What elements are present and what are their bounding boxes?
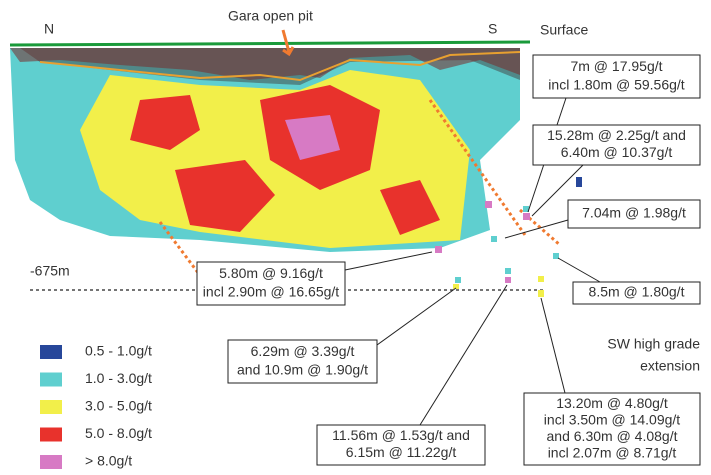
callout-text: and 6.30m @ 4.08g/t	[547, 428, 678, 444]
zone-label: extension	[640, 358, 700, 374]
callout-text: incl 2.90m @ 16.65g/t	[203, 283, 340, 299]
south-label: S	[488, 21, 497, 37]
callout-text: 8.5m @ 1.80g/t	[589, 284, 685, 300]
callout-text: 7.04m @ 1.98g/t	[582, 205, 686, 221]
legend-swatch	[40, 345, 62, 359]
legend-swatch	[40, 400, 62, 414]
surface-line	[10, 42, 530, 45]
callout-text: 6.15m @ 11.22g/t	[346, 444, 457, 460]
leader-line	[377, 288, 456, 345]
pit-label: Gara open pit	[228, 8, 313, 24]
legend-label: 0.5 - 1.0g/t	[85, 343, 152, 359]
section-diagram: N S Surface Gara open pit -675m SW high …	[0, 0, 711, 475]
callout-text: and 10.9m @ 1.90g/t	[237, 361, 368, 377]
callout-text: incl 3.50m @ 14.09g/t	[544, 411, 681, 427]
leader-line	[345, 252, 432, 270]
callout-text: 6.29m @ 3.39g/t	[251, 343, 355, 359]
depth-label: -675m	[30, 263, 70, 279]
callout-text: 11.56m @ 1.53g/t and	[332, 427, 470, 443]
legend-label: 3.0 - 5.0g/t	[85, 398, 152, 414]
block-model	[10, 48, 560, 282]
surface-label: Surface	[540, 22, 588, 38]
legend-label: 1.0 - 3.0g/t	[85, 370, 152, 386]
legend-swatch	[40, 373, 62, 387]
north-label: N	[44, 21, 54, 37]
leader-line	[541, 298, 565, 393]
callout-text: 7m @ 17.95g/t	[570, 58, 662, 74]
callout-text: incl 2.07m @ 8.71g/t	[548, 444, 677, 460]
callout-text: 15.28m @ 2.25g/t and	[547, 127, 686, 143]
legend-label: > 8.0g/t	[85, 453, 132, 469]
callout-text: incl 1.80m @ 59.56g/t	[548, 76, 685, 92]
zone-label: SW high grade	[607, 336, 700, 352]
legend-swatch	[40, 428, 62, 442]
legend-swatch	[40, 455, 62, 469]
callout-text: 6.40m @ 10.37g/t	[561, 144, 673, 160]
legend-label: 5.0 - 8.0g/t	[85, 425, 152, 441]
leader-line	[420, 285, 507, 425]
callout-text: 13.20m @ 4.80g/t	[556, 395, 668, 411]
leader-line	[558, 258, 600, 282]
callout-text: 5.80m @ 9.16g/t	[219, 265, 323, 281]
